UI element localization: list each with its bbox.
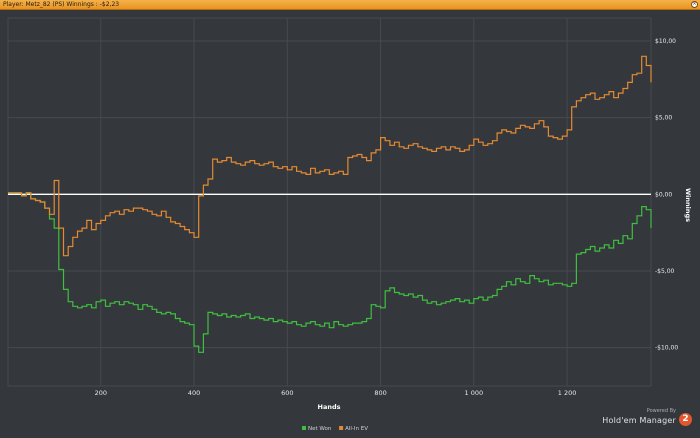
y-tick-label: $0,00 <box>655 191 672 198</box>
y-tick-label: -$10,00 <box>655 345 678 352</box>
product-name: Hold'em Manager <box>602 416 676 425</box>
plot-frame <box>7 17 652 387</box>
branding: Powered By Hold'em Manager 2 <box>602 408 694 434</box>
window-title: Player: Metz_82 (PS) Winnings : -$2,23 <box>3 1 120 8</box>
close-icon[interactable]: × <box>691 1 698 8</box>
x-tick-label: 200 <box>95 389 107 397</box>
x-tick-label: 800 <box>374 389 386 397</box>
y-tick-labels: $10,00 $5,00 $0,00 -$5,00 -$10,00 <box>655 38 678 352</box>
x-tick-label: 1 000 <box>465 389 484 397</box>
winnings-chart: $10,00 $5,00 $0,00 -$5,00 -$10,00 200 400 600 8… <box>7 17 692 432</box>
x-tick-label: 1 200 <box>558 389 577 397</box>
series-layer <box>8 55 652 353</box>
legend-label-all-in-ev[interactable]: All-In EV <box>345 426 368 432</box>
y-axis-label: Winnings <box>684 188 692 222</box>
x-tick-labels: 200 400 600 800 1 000 1 200 <box>95 389 577 397</box>
powered-by-text: Powered By <box>646 408 676 414</box>
title-bar: Player: Metz_82 (PS) Winnings : -$2,23 × <box>0 0 700 10</box>
x-tick-label: 600 <box>281 389 293 397</box>
legend: Net Won All-In EV <box>302 426 368 432</box>
legend-swatch-net-won[interactable] <box>302 426 306 430</box>
series-line-net-won <box>8 192 652 353</box>
x-tick-label: 400 <box>188 389 200 397</box>
grid <box>7 17 652 387</box>
y-tick-label: $5,00 <box>655 115 672 122</box>
y-tick-label: $10,00 <box>655 38 676 45</box>
legend-label-net-won[interactable]: Net Won <box>308 426 332 432</box>
legend-swatch-all-in-ev[interactable] <box>339 426 344 430</box>
x-axis-label: Hands <box>318 403 341 411</box>
hem-logo-icon: 2 <box>679 413 692 426</box>
series-line-all-in-ev <box>8 55 652 257</box>
y-tick-label: -$5,00 <box>655 268 675 275</box>
